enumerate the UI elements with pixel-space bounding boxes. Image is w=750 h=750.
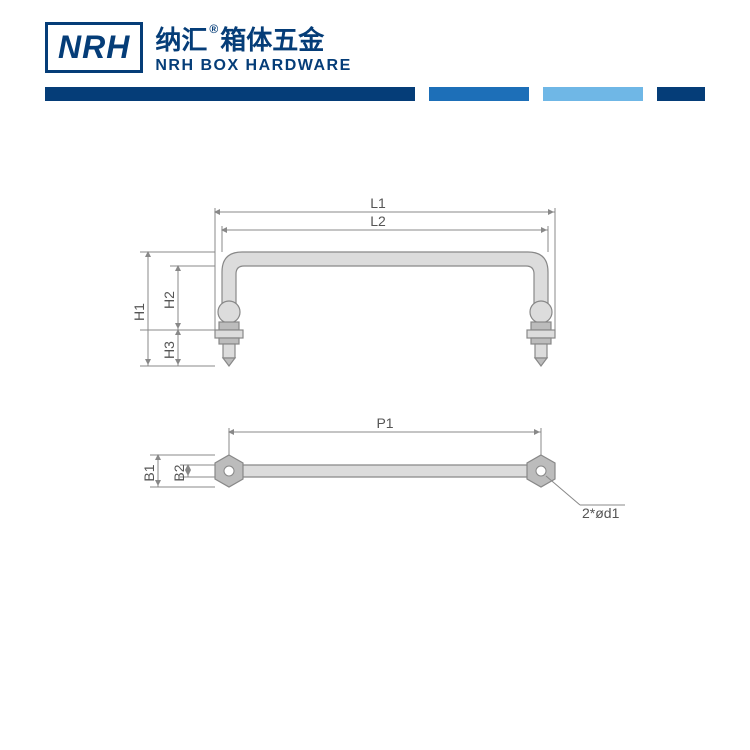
bar-segment — [657, 87, 705, 101]
dim-label-H3: H3 — [161, 341, 177, 359]
bar-segment — [45, 87, 415, 101]
brand-name-cn-part2: 箱体五金 — [220, 20, 324, 57]
color-bar — [45, 87, 705, 101]
dim-label-B1: B1 — [141, 464, 157, 481]
bar-segment — [429, 87, 529, 101]
brand-name-chinese: 纳汇 ® 箱体五金 — [155, 20, 351, 57]
dim-label-H1: H1 — [131, 303, 147, 321]
dim-label-L1: L1 — [370, 195, 386, 211]
logo-row: NRH 纳汇 ® 箱体五金 NRH BOX HARDWARE — [45, 20, 705, 75]
brand-logo: NRH — [45, 22, 143, 73]
bar-segment — [529, 87, 543, 101]
dim-label-B2: B2 — [171, 464, 187, 481]
brand-text: 纳汇 ® 箱体五金 NRH BOX HARDWARE — [155, 20, 351, 75]
technical-drawing: L1 L2 H1 H2 H3 P1 B1 B2 — [0, 180, 750, 700]
dim-label-P1: P1 — [376, 415, 393, 431]
dim-label-L2: L2 — [370, 213, 386, 229]
header: NRH 纳汇 ® 箱体五金 NRH BOX HARDWARE — [0, 0, 750, 101]
bar-segment — [415, 87, 429, 101]
dim-label-d1: 2*ød1 — [582, 505, 620, 521]
bar-segment — [543, 87, 643, 101]
bar-segment — [643, 87, 657, 101]
dim-label-H2: H2 — [161, 291, 177, 309]
brand-name-english: NRH BOX HARDWARE — [155, 57, 351, 75]
registered-mark: ® — [209, 22, 218, 36]
brand-name-cn-part1: 纳汇 — [155, 20, 207, 57]
